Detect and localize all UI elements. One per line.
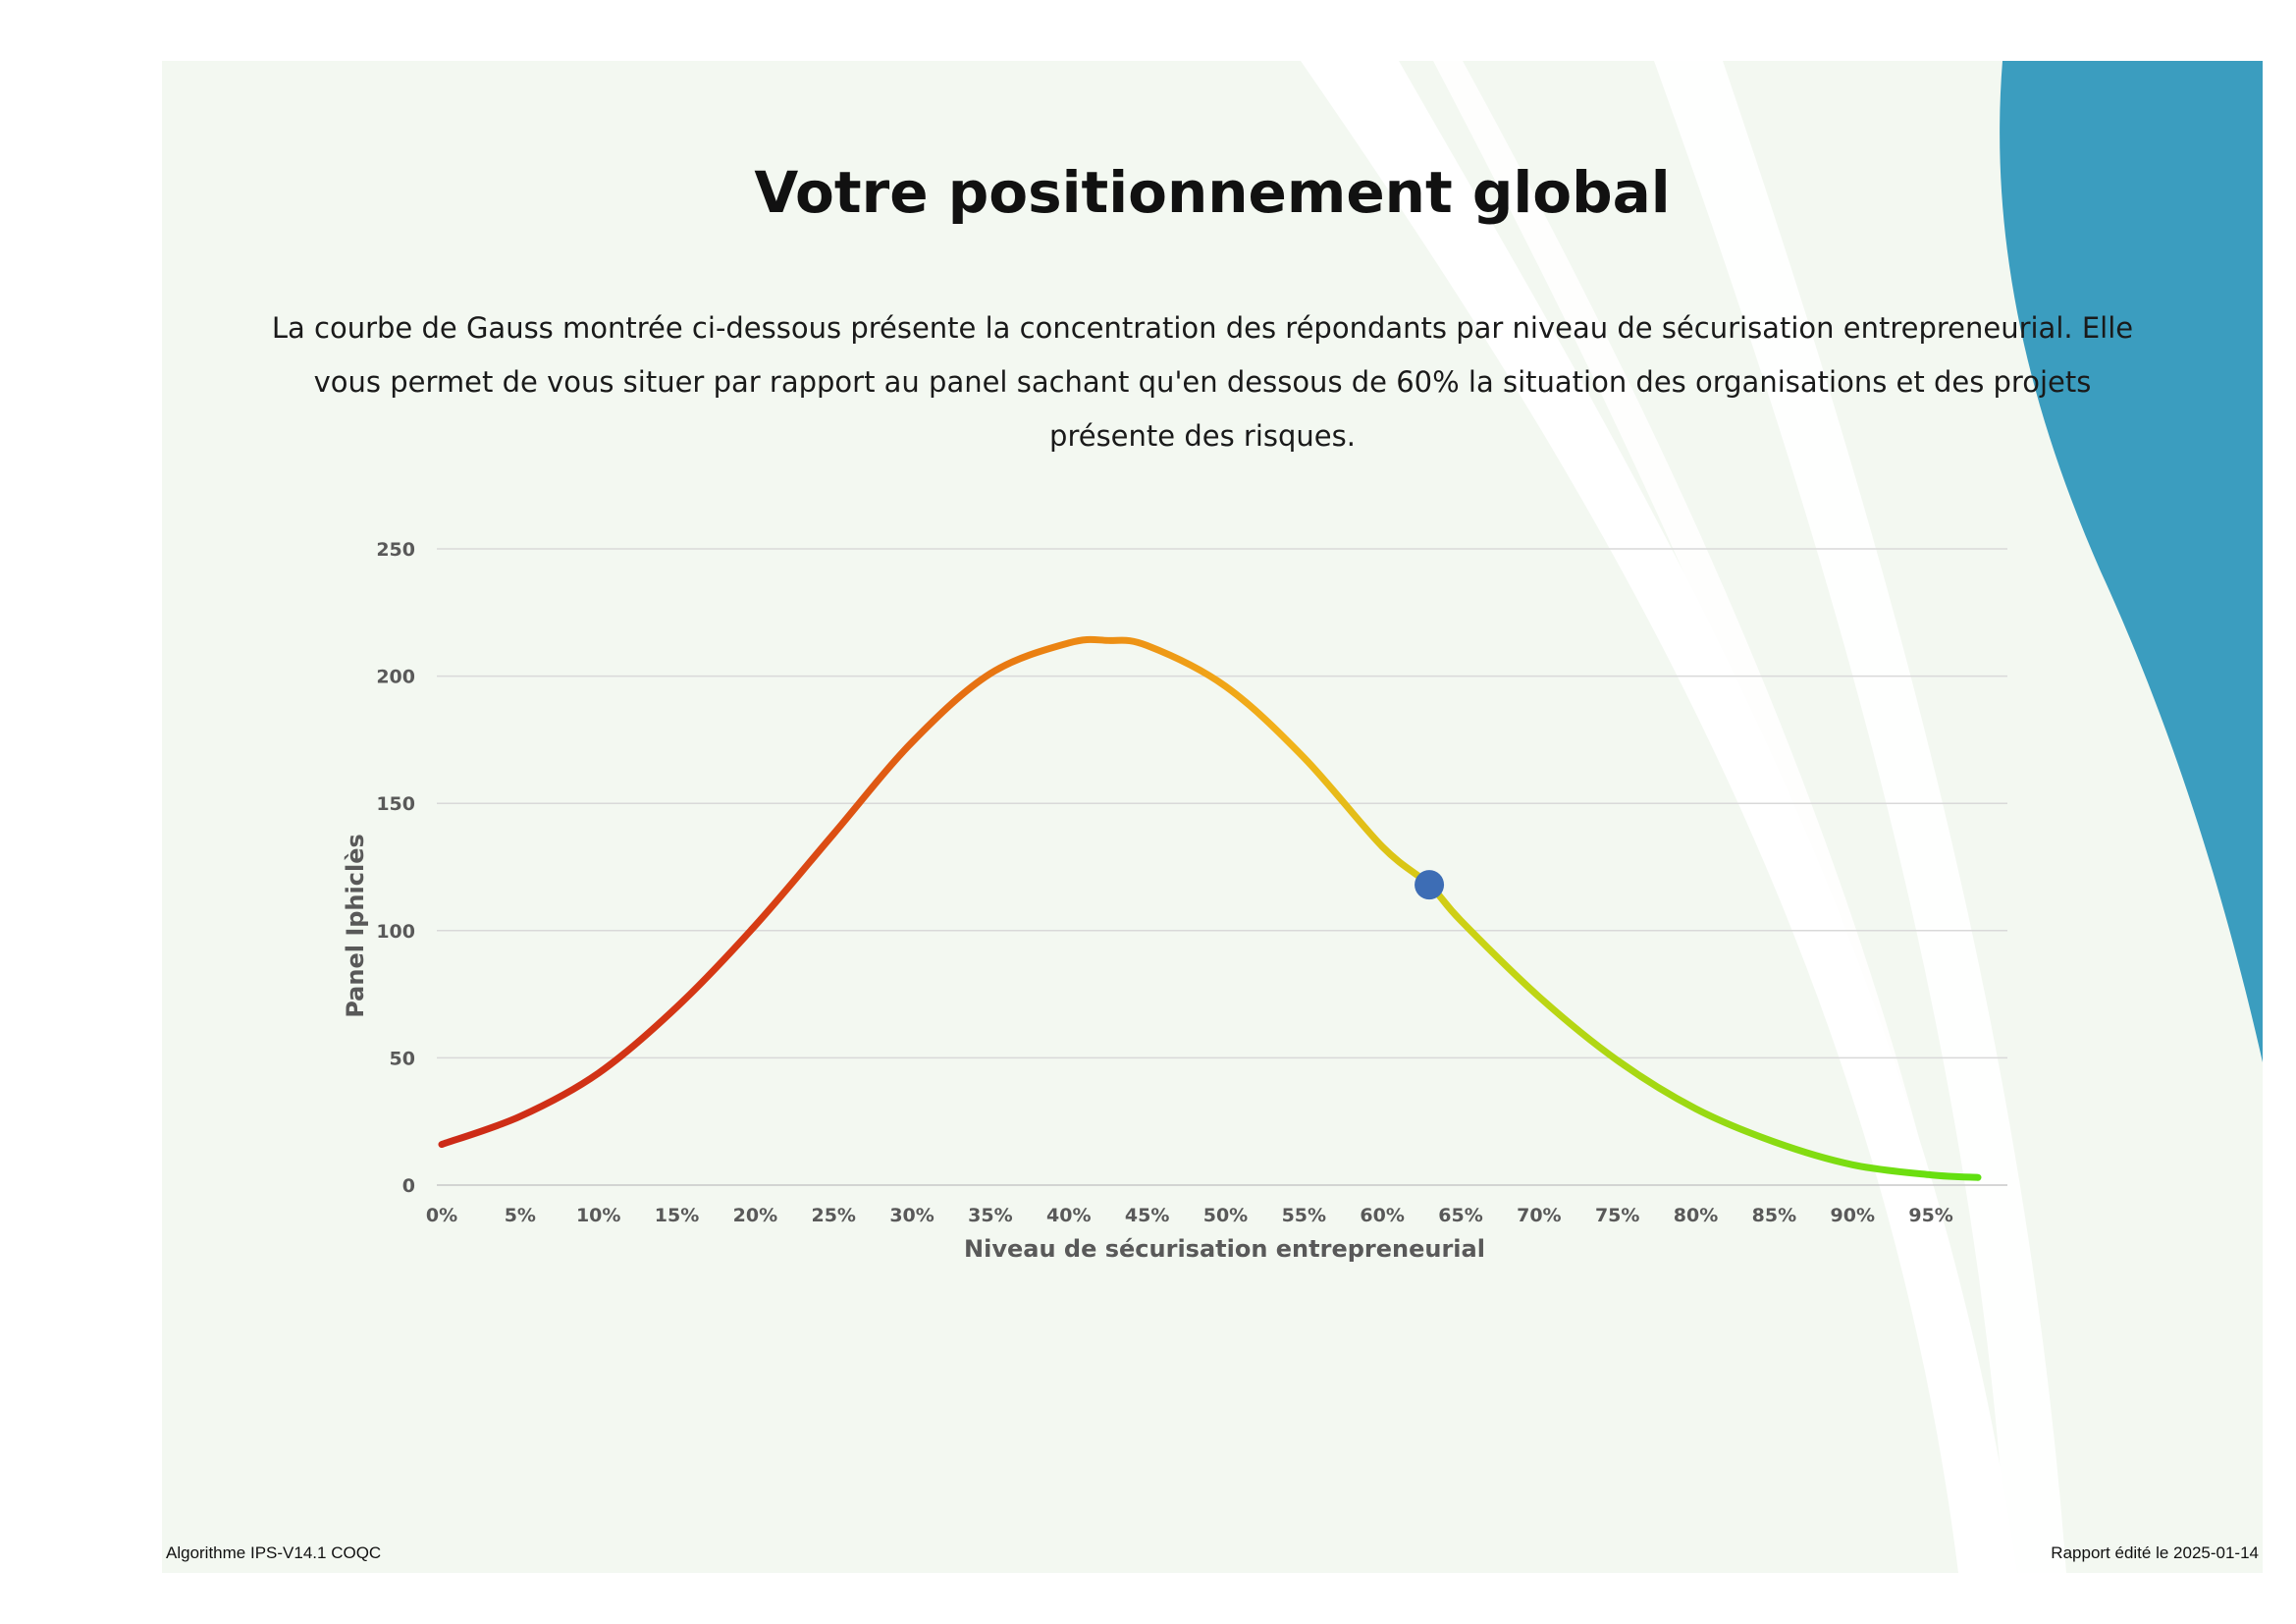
position-marker	[1415, 870, 1445, 900]
y-tick-label: 150	[376, 793, 415, 815]
x-tick-label: 75%	[1595, 1205, 1639, 1226]
footer-algorithm-version: Algorithme IPS-V14.1 COQC	[166, 1543, 382, 1562]
x-tick-label: 90%	[1831, 1205, 1875, 1226]
x-tick-label: 20%	[733, 1205, 777, 1226]
report-page: Votre positionnement global La courbe de…	[162, 61, 2263, 1573]
x-tick-label: 0%	[426, 1205, 457, 1226]
x-tick-label: 5%	[505, 1205, 536, 1226]
y-axis-ticks: 0 50 100 150 200 250	[376, 539, 415, 1197]
page-title: Votre positionnement global	[754, 159, 1671, 226]
y-tick-label: 50	[390, 1048, 415, 1069]
y-tick-label: 0	[402, 1175, 415, 1197]
x-tick-label: 45%	[1125, 1205, 1169, 1226]
x-tick-label: 55%	[1282, 1205, 1326, 1226]
x-tick-label: 35%	[968, 1205, 1012, 1226]
footer-report-date: Rapport édité le 2025-01-14	[2051, 1543, 2259, 1562]
x-tick-label: 60%	[1360, 1205, 1404, 1226]
decor-white-band-outer	[1301, 61, 2017, 1573]
x-axis-label: Niveau de sécurisation entrepreneurial	[964, 1235, 1485, 1263]
x-tick-label: 95%	[1908, 1205, 1952, 1226]
decorative-background	[1301, 61, 2263, 1573]
x-tick-label: 70%	[1517, 1205, 1561, 1226]
x-tick-label: 80%	[1674, 1205, 1718, 1226]
x-tick-label: 85%	[1752, 1205, 1796, 1226]
x-tick-label: 15%	[655, 1205, 699, 1226]
y-tick-label: 250	[376, 539, 415, 561]
y-tick-label: 200	[376, 667, 415, 688]
x-axis-ticks: 0% 5% 10% 15% 20% 25% 30% 35% 40% 45% 50% 55% 60% 65%…	[426, 1205, 1953, 1226]
decor-blue-wave	[2000, 61, 2263, 1062]
y-axis-label: Panel Iphiclès	[342, 834, 369, 1018]
x-tick-label: 25%	[811, 1205, 855, 1226]
gauss-chart: 0 50 100 150 200 250 0% 5% 10% 15% 20% 25% 30% 35% 40…	[342, 539, 2007, 1263]
intro-paragraph: La courbe de Gauss montrée ci-dessous pr…	[271, 311, 2134, 453]
chart-grid	[437, 548, 2007, 1186]
gauss-curve	[438, 635, 1982, 1181]
x-tick-label: 30%	[889, 1205, 934, 1226]
y-tick-label: 100	[376, 921, 415, 943]
decor-white-band-right	[1654, 61, 2066, 1573]
x-tick-label: 65%	[1438, 1205, 1482, 1226]
x-tick-label: 10%	[576, 1205, 620, 1226]
x-tick-label: 40%	[1046, 1205, 1091, 1226]
x-tick-label: 50%	[1203, 1205, 1248, 1226]
